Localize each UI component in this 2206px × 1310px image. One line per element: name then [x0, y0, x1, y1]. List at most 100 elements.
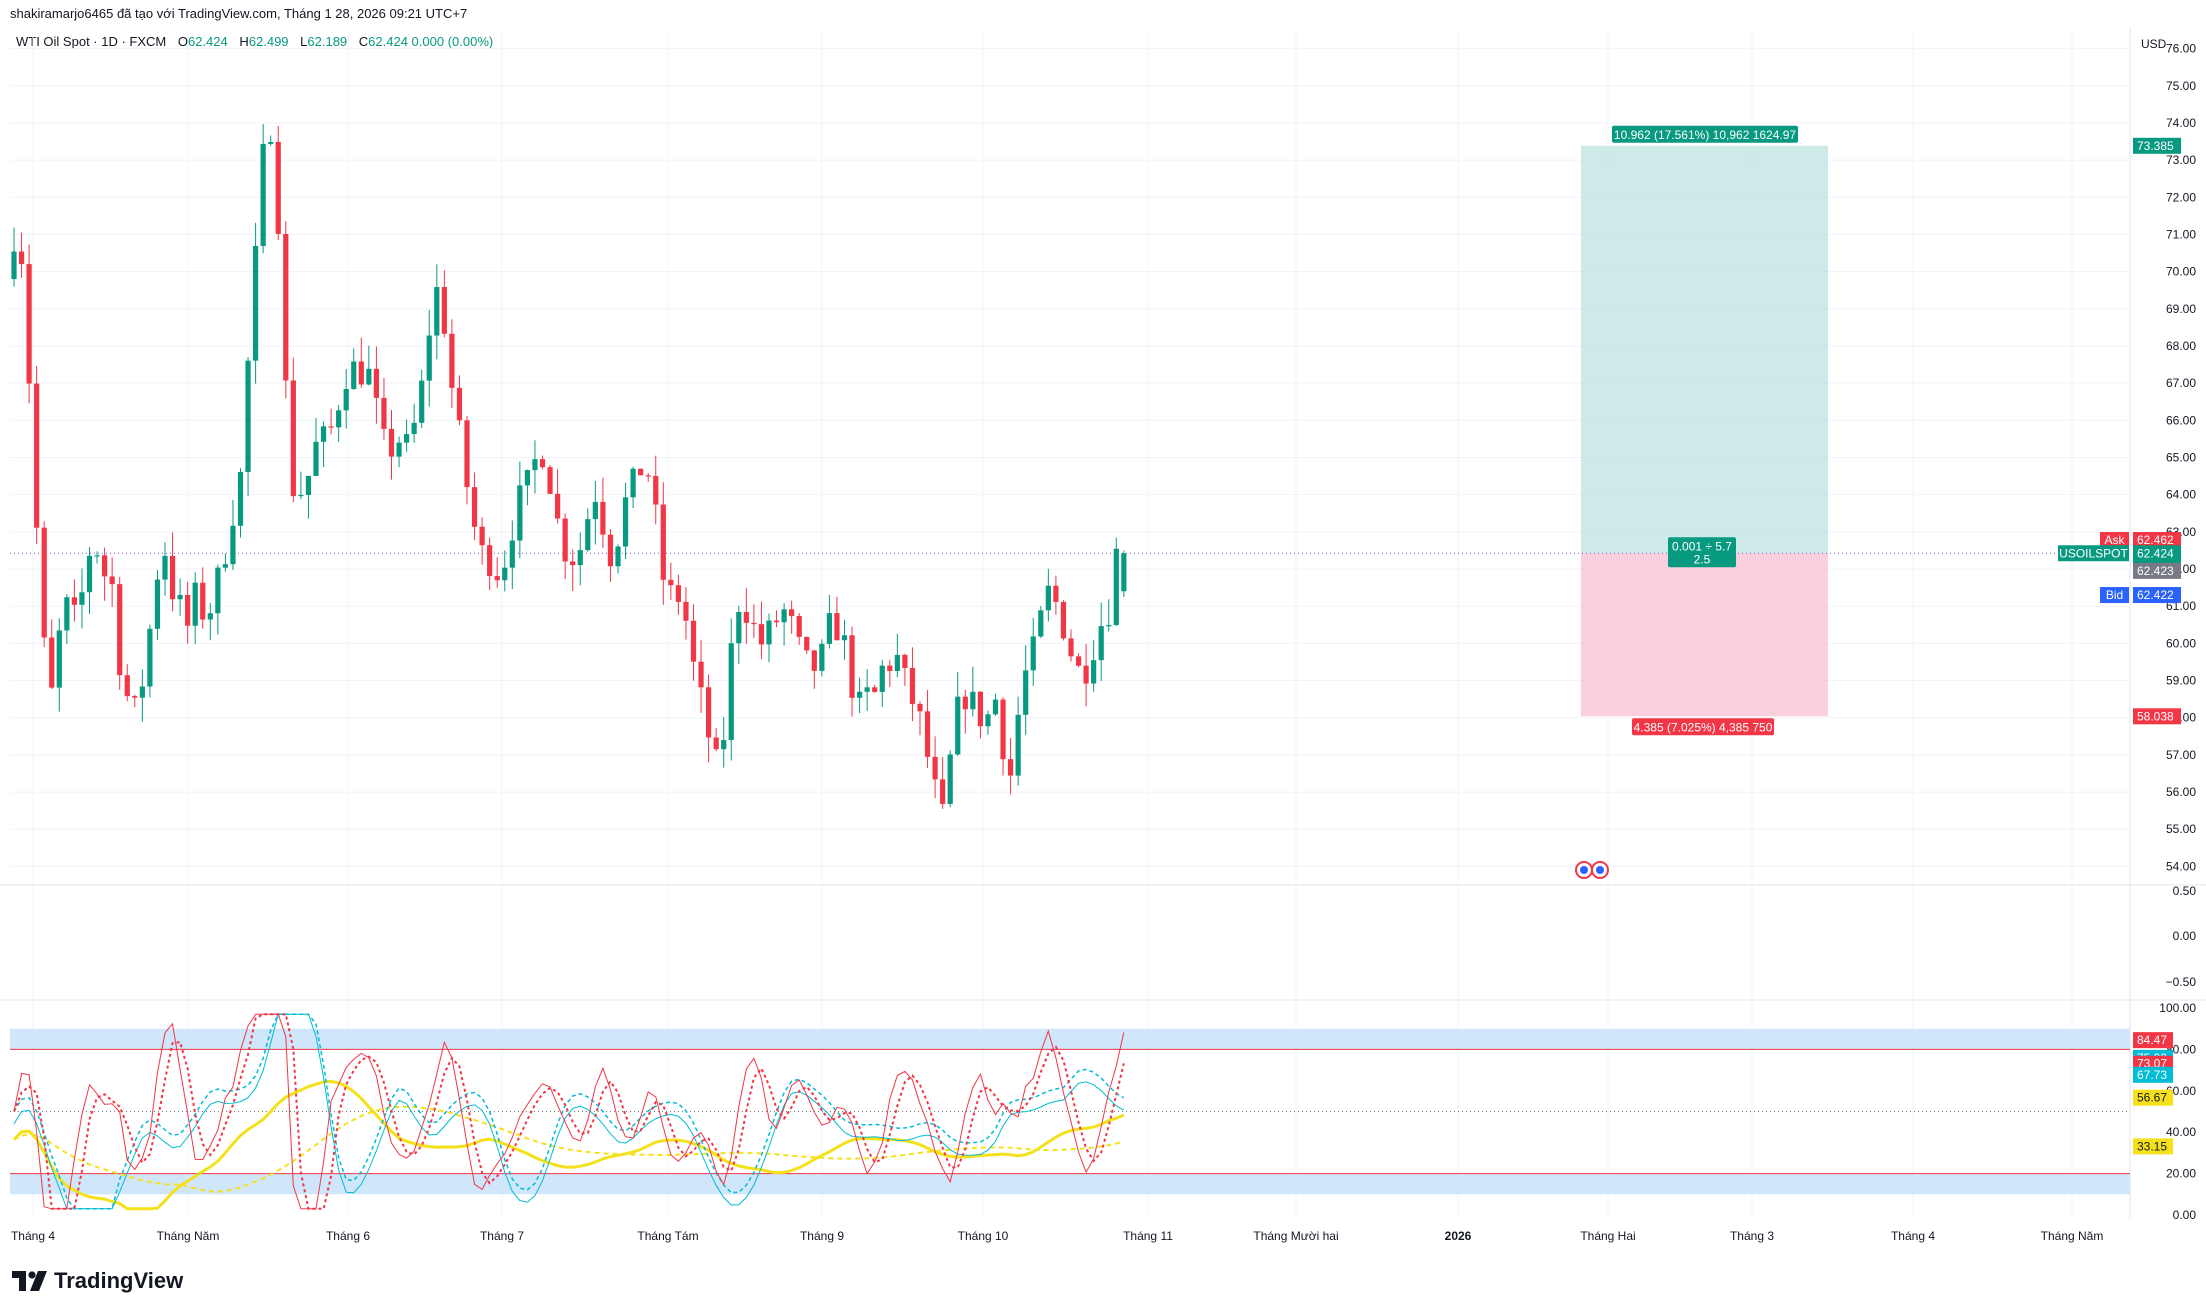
- candle-body: [464, 420, 470, 488]
- time-tick-label: Tháng 9: [800, 1229, 844, 1243]
- time-tick-label: Tháng Năm: [2041, 1229, 2104, 1243]
- candle-body: [955, 696, 961, 755]
- candle-body: [290, 380, 296, 497]
- candle-body: [479, 526, 485, 546]
- candle-body: [622, 497, 629, 547]
- price-tags: 73.385Ask62.462USOILSPOT62.42419:38:2662…: [2058, 137, 2184, 1155]
- candle-body: [18, 251, 25, 265]
- candle-body: [434, 287, 440, 336]
- candle-body: [1068, 638, 1074, 657]
- candle-body: [1023, 670, 1029, 715]
- price-tick-label: 65.00: [2166, 451, 2196, 465]
- candle-body: [796, 615, 802, 637]
- time-tick-label: Tháng 3: [1730, 1229, 1774, 1243]
- price-tick-label: 71.00: [2166, 227, 2196, 241]
- risk-reward-text: 0.001 ÷ 5.7: [1672, 539, 1732, 553]
- candle-body: [743, 612, 749, 623]
- rsi-fast-red: [13, 1013, 1125, 1210]
- tradingview-logo-icon: [12, 1271, 47, 1291]
- rsi-tick-label: 100.00: [2159, 1001, 2196, 1015]
- candle-body: [237, 472, 244, 526]
- candle-body: [388, 428, 395, 457]
- time-tick-label: Tháng Năm: [157, 1229, 220, 1243]
- price-tag-bg: [2133, 708, 2181, 725]
- rsi-overbought-band: [10, 1028, 2130, 1050]
- rsi-value-tag-bg: [2133, 1032, 2173, 1049]
- symbol-title[interactable]: WTI Oil Spot · 1D · FXCM: [16, 34, 167, 49]
- price-tick-label: 75.00: [2166, 79, 2196, 93]
- time-tick-label: Tháng 10: [958, 1229, 1009, 1243]
- rsi-tick-label: 40.00: [2166, 1125, 2196, 1139]
- price-tag: 62.423: [2133, 562, 2181, 579]
- price-tick-label: 54.00: [2166, 859, 2196, 873]
- candle-body: [1000, 699, 1006, 760]
- price-tag-bg: [2133, 562, 2181, 579]
- price-tag-prefix-bg: [2100, 532, 2129, 549]
- time-tick-label: Tháng 11: [1123, 1229, 1173, 1243]
- candle-body: [879, 665, 885, 692]
- candle-body: [781, 609, 787, 623]
- chart-credit: shakiramarjo6465 đã tạo với TradingView.…: [10, 6, 468, 21]
- rsi-value-tag-bg: [2133, 1138, 2173, 1155]
- candle-body: [789, 609, 795, 616]
- candle-body: [917, 703, 923, 712]
- candle-body: [638, 468, 644, 476]
- rsi-value-tag-bg: [2133, 1066, 2173, 1083]
- candle-body: [517, 485, 523, 541]
- candle-body: [607, 534, 614, 567]
- candle-body: [245, 360, 251, 473]
- candle-body: [683, 601, 689, 621]
- price-tick-label: 73.00: [2166, 153, 2196, 167]
- target-label-text: 10.962 (17.561%) 10,962 1624.97: [1614, 128, 1796, 142]
- candle-body: [132, 696, 138, 698]
- currency-label: USD: [2141, 37, 2167, 51]
- candle-body: [992, 699, 999, 715]
- rsi-value-tag-text: 67.73: [2137, 1068, 2167, 1082]
- candle-body: [675, 585, 681, 602]
- risk-reward-label: 0.001 ÷ 5.72.5: [1668, 537, 1736, 568]
- candle-body: [26, 264, 32, 384]
- candle-body: [592, 501, 598, 520]
- candle-body: [71, 597, 77, 605]
- candle-body: [1091, 660, 1097, 684]
- time-tick-label: 2026: [1445, 1229, 1472, 1243]
- candle-body: [215, 567, 221, 614]
- candle-body: [728, 643, 734, 741]
- candle-body: [1106, 625, 1112, 627]
- price-tag-prefix-bg: [2100, 587, 2129, 604]
- price-tag-value: 62.424: [2137, 546, 2174, 560]
- price-tag-prefix-bg: [2058, 545, 2129, 562]
- candle-body: [819, 643, 825, 671]
- rsi-fast-red-dashed: [13, 1013, 1125, 1210]
- candle-body: [1083, 665, 1089, 684]
- risk-reward-bg: [1668, 537, 1736, 568]
- price-tag: 58.038: [2133, 708, 2181, 725]
- candle-body: [1038, 610, 1044, 637]
- price-tick-label: 76.00: [2166, 42, 2196, 56]
- candle-body: [834, 613, 840, 641]
- candle-body: [849, 635, 855, 698]
- target-zone: [1581, 145, 1828, 554]
- candle-body: [872, 687, 878, 692]
- candle-body: [373, 368, 379, 398]
- candle-body: [962, 696, 968, 710]
- high-label: H: [239, 34, 249, 49]
- candle-body: [305, 475, 312, 495]
- target-label-bg: [1612, 125, 1798, 143]
- candle-body: [441, 287, 447, 334]
- target-label: 10.962 (17.561%) 10,962 1624.97: [1612, 125, 1798, 143]
- rsi-tick-label: 20.00: [2166, 1167, 2196, 1181]
- price-tick-label: 74.00: [2166, 116, 2196, 130]
- time-tick-label: Tháng 7: [480, 1229, 524, 1243]
- candle-body: [932, 756, 938, 780]
- axes: 76.00 75.00 74.00 73.00 72.00 71.00 70.00 69.00…: [11, 37, 2196, 1243]
- candle-body: [524, 470, 530, 486]
- candle-body: [419, 380, 425, 423]
- candle-body: [668, 579, 674, 586]
- rsi-oversold-band: [10, 1173, 2130, 1195]
- candle-body: [841, 635, 848, 641]
- candle-body: [169, 555, 176, 600]
- tradingview-logo[interactable]: TradingView: [12, 1268, 183, 1294]
- long-position-tool[interactable]: 10.962 (17.561%) 10,962 1624.97 4.385 (7.…: [10, 125, 2130, 736]
